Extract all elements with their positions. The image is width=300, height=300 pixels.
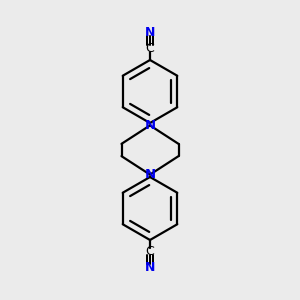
- Text: N: N: [145, 26, 155, 39]
- Text: N: N: [144, 119, 156, 132]
- Text: C: C: [146, 42, 154, 55]
- Text: N: N: [144, 168, 156, 181]
- Text: N: N: [145, 261, 155, 274]
- Text: C: C: [146, 245, 154, 258]
